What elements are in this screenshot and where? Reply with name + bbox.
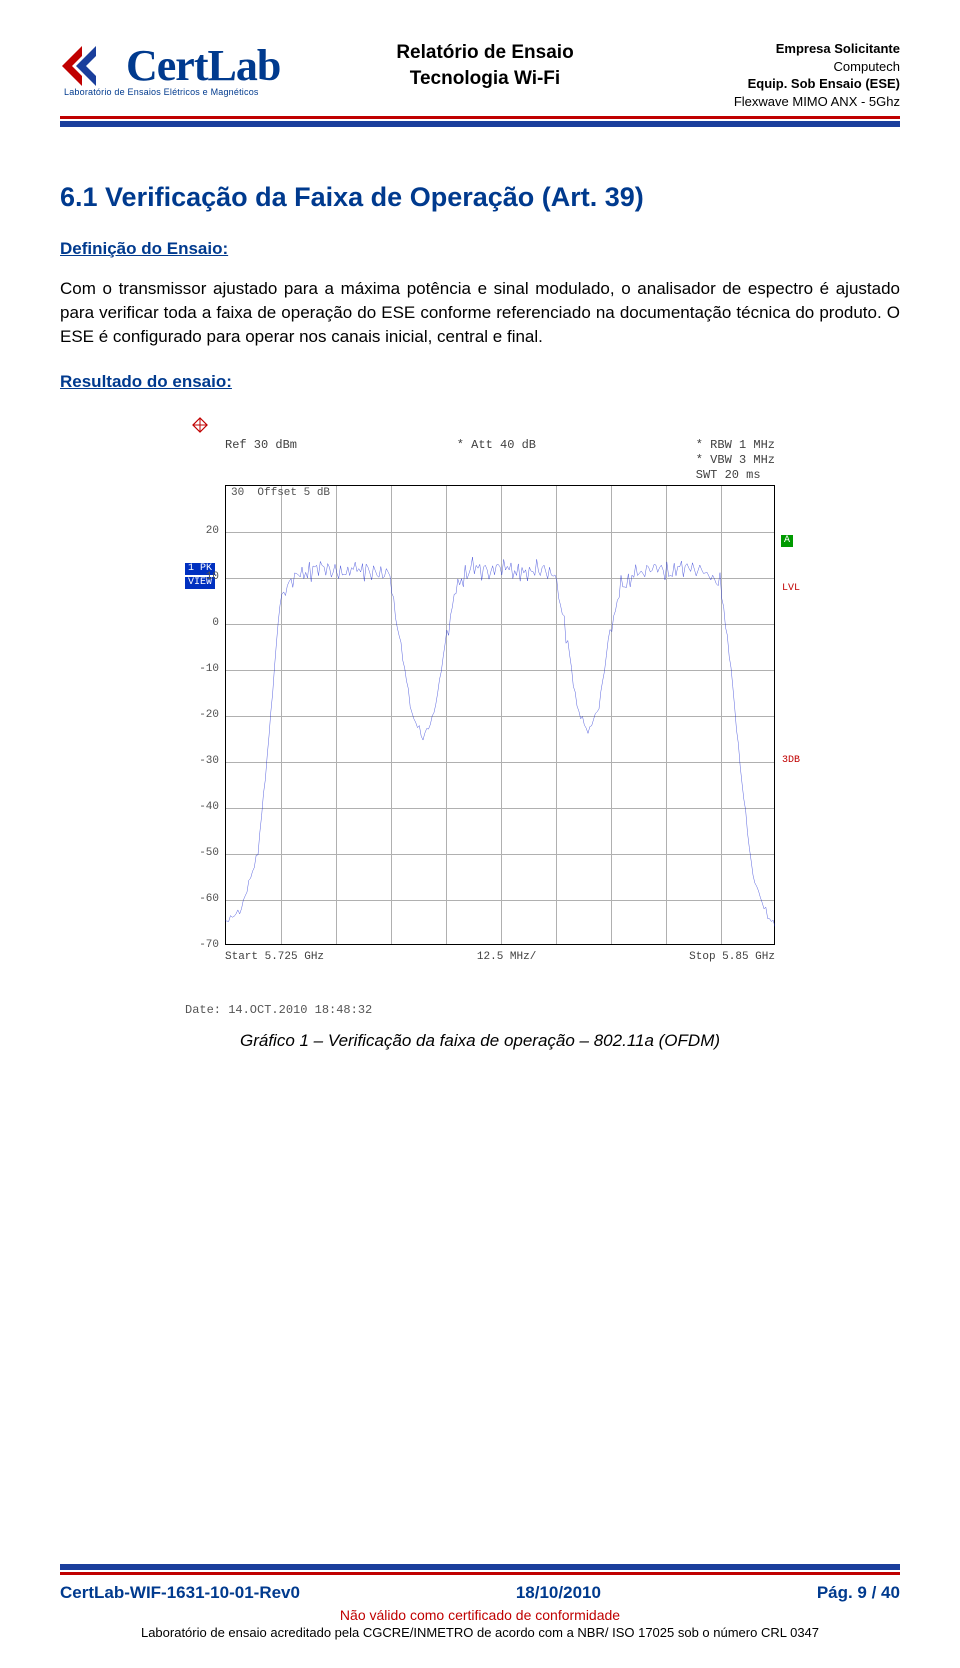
y-tick-label: -70 (199, 939, 219, 951)
y-tick-label: -30 (199, 755, 219, 767)
chart-ref: Ref 30 dBm (225, 438, 297, 452)
definition-body: Com o transmissor ajustado para a máxima… (60, 277, 900, 349)
report-title: Relatório de Ensaio Tecnologia Wi-Fi (340, 40, 630, 91)
logo-text: CertLab (126, 40, 280, 91)
chart-vbw: * VBW 3 MHz (696, 453, 775, 468)
spectrum-chart: Ref 30 dBm * Att 40 dB * RBW 1 MHz * VBW… (185, 420, 775, 1017)
header-red-line (60, 116, 900, 119)
title-line1: Relatório de Ensaio (340, 40, 630, 66)
equip-name: Flexwave MIMO ANX - 5Ghz (630, 93, 900, 111)
chart-caption: Gráfico 1 – Verificação da faixa de oper… (60, 1031, 900, 1051)
section-title: 6.1 Verificação da Faixa de Operação (Ar… (60, 182, 900, 213)
footer-blue-line (60, 1564, 900, 1570)
definition-heading: Definição do Ensaio: (60, 239, 900, 259)
header-meta: Empresa Solicitante Computech Equip. Sob… (630, 40, 900, 110)
spectrum-trace (225, 485, 775, 945)
y-tick-label: -40 (199, 801, 219, 813)
chart-plot-area: 30 Offset 5 dB 1 PK VIEW A LVL 3DB 20100… (225, 485, 775, 945)
footer-note: Laboratório de ensaio acreditado pela CG… (60, 1625, 900, 1640)
chart-offset: 30 Offset 5 dB (231, 487, 330, 499)
y-tick-label: 0 (212, 617, 219, 629)
footer-date: 18/10/2010 (516, 1583, 601, 1603)
footer-warning: Não válido como certificado de conformid… (60, 1607, 900, 1623)
y-tick-label: 10 (206, 571, 219, 583)
label-equip: Equip. Sob Ensaio (ESE) (630, 75, 900, 93)
footer-page: Pág. 9 / 40 (817, 1583, 900, 1603)
company-name: Computech (630, 58, 900, 76)
chart-att: * Att 40 dB (457, 438, 536, 452)
footer-red-line (60, 1572, 900, 1575)
logo-block: CertLab Laboratório de Ensaios Elétricos… (60, 40, 340, 97)
x-start: Start 5.725 GHz (225, 951, 324, 963)
chart-date: Date: 14.OCT.2010 18:48:32 (185, 1003, 775, 1017)
y-tick-label: -50 (199, 847, 219, 859)
y-tick-label: -60 (199, 893, 219, 905)
x-stop: Stop 5.85 GHz (689, 951, 775, 963)
y-tick-label: -10 (199, 663, 219, 675)
header-blue-line (60, 121, 900, 127)
chart-xaxis: Start 5.725 GHz 12.5 MHz/ Stop 5.85 GHz (225, 951, 775, 963)
chart-swt: SWT 20 ms (696, 468, 775, 483)
logo-icon (60, 41, 120, 91)
label-company: Empresa Solicitante (630, 40, 900, 58)
page-footer: CertLab-WIF-1631-10-01-Rev0 18/10/2010 P… (60, 1564, 900, 1640)
footer-docid: CertLab-WIF-1631-10-01-Rev0 (60, 1583, 300, 1603)
marker-diamond-icon (191, 416, 209, 434)
badge-3db: 3DB (779, 755, 803, 767)
result-heading: Resultado do ensaio: (60, 372, 900, 392)
badge-a: A (781, 535, 793, 547)
chart-header: Ref 30 dBm * Att 40 dB * RBW 1 MHz * VBW… (185, 438, 775, 483)
chart-rbw: * RBW 1 MHz (696, 438, 775, 453)
y-tick-label: -20 (199, 709, 219, 721)
y-tick-label: 20 (206, 525, 219, 537)
page-header: CertLab Laboratório de Ensaios Elétricos… (60, 40, 900, 110)
title-line2: Tecnologia Wi-Fi (340, 66, 630, 92)
badge-lvl: LVL (779, 583, 803, 595)
x-center: 12.5 MHz/ (477, 951, 536, 963)
